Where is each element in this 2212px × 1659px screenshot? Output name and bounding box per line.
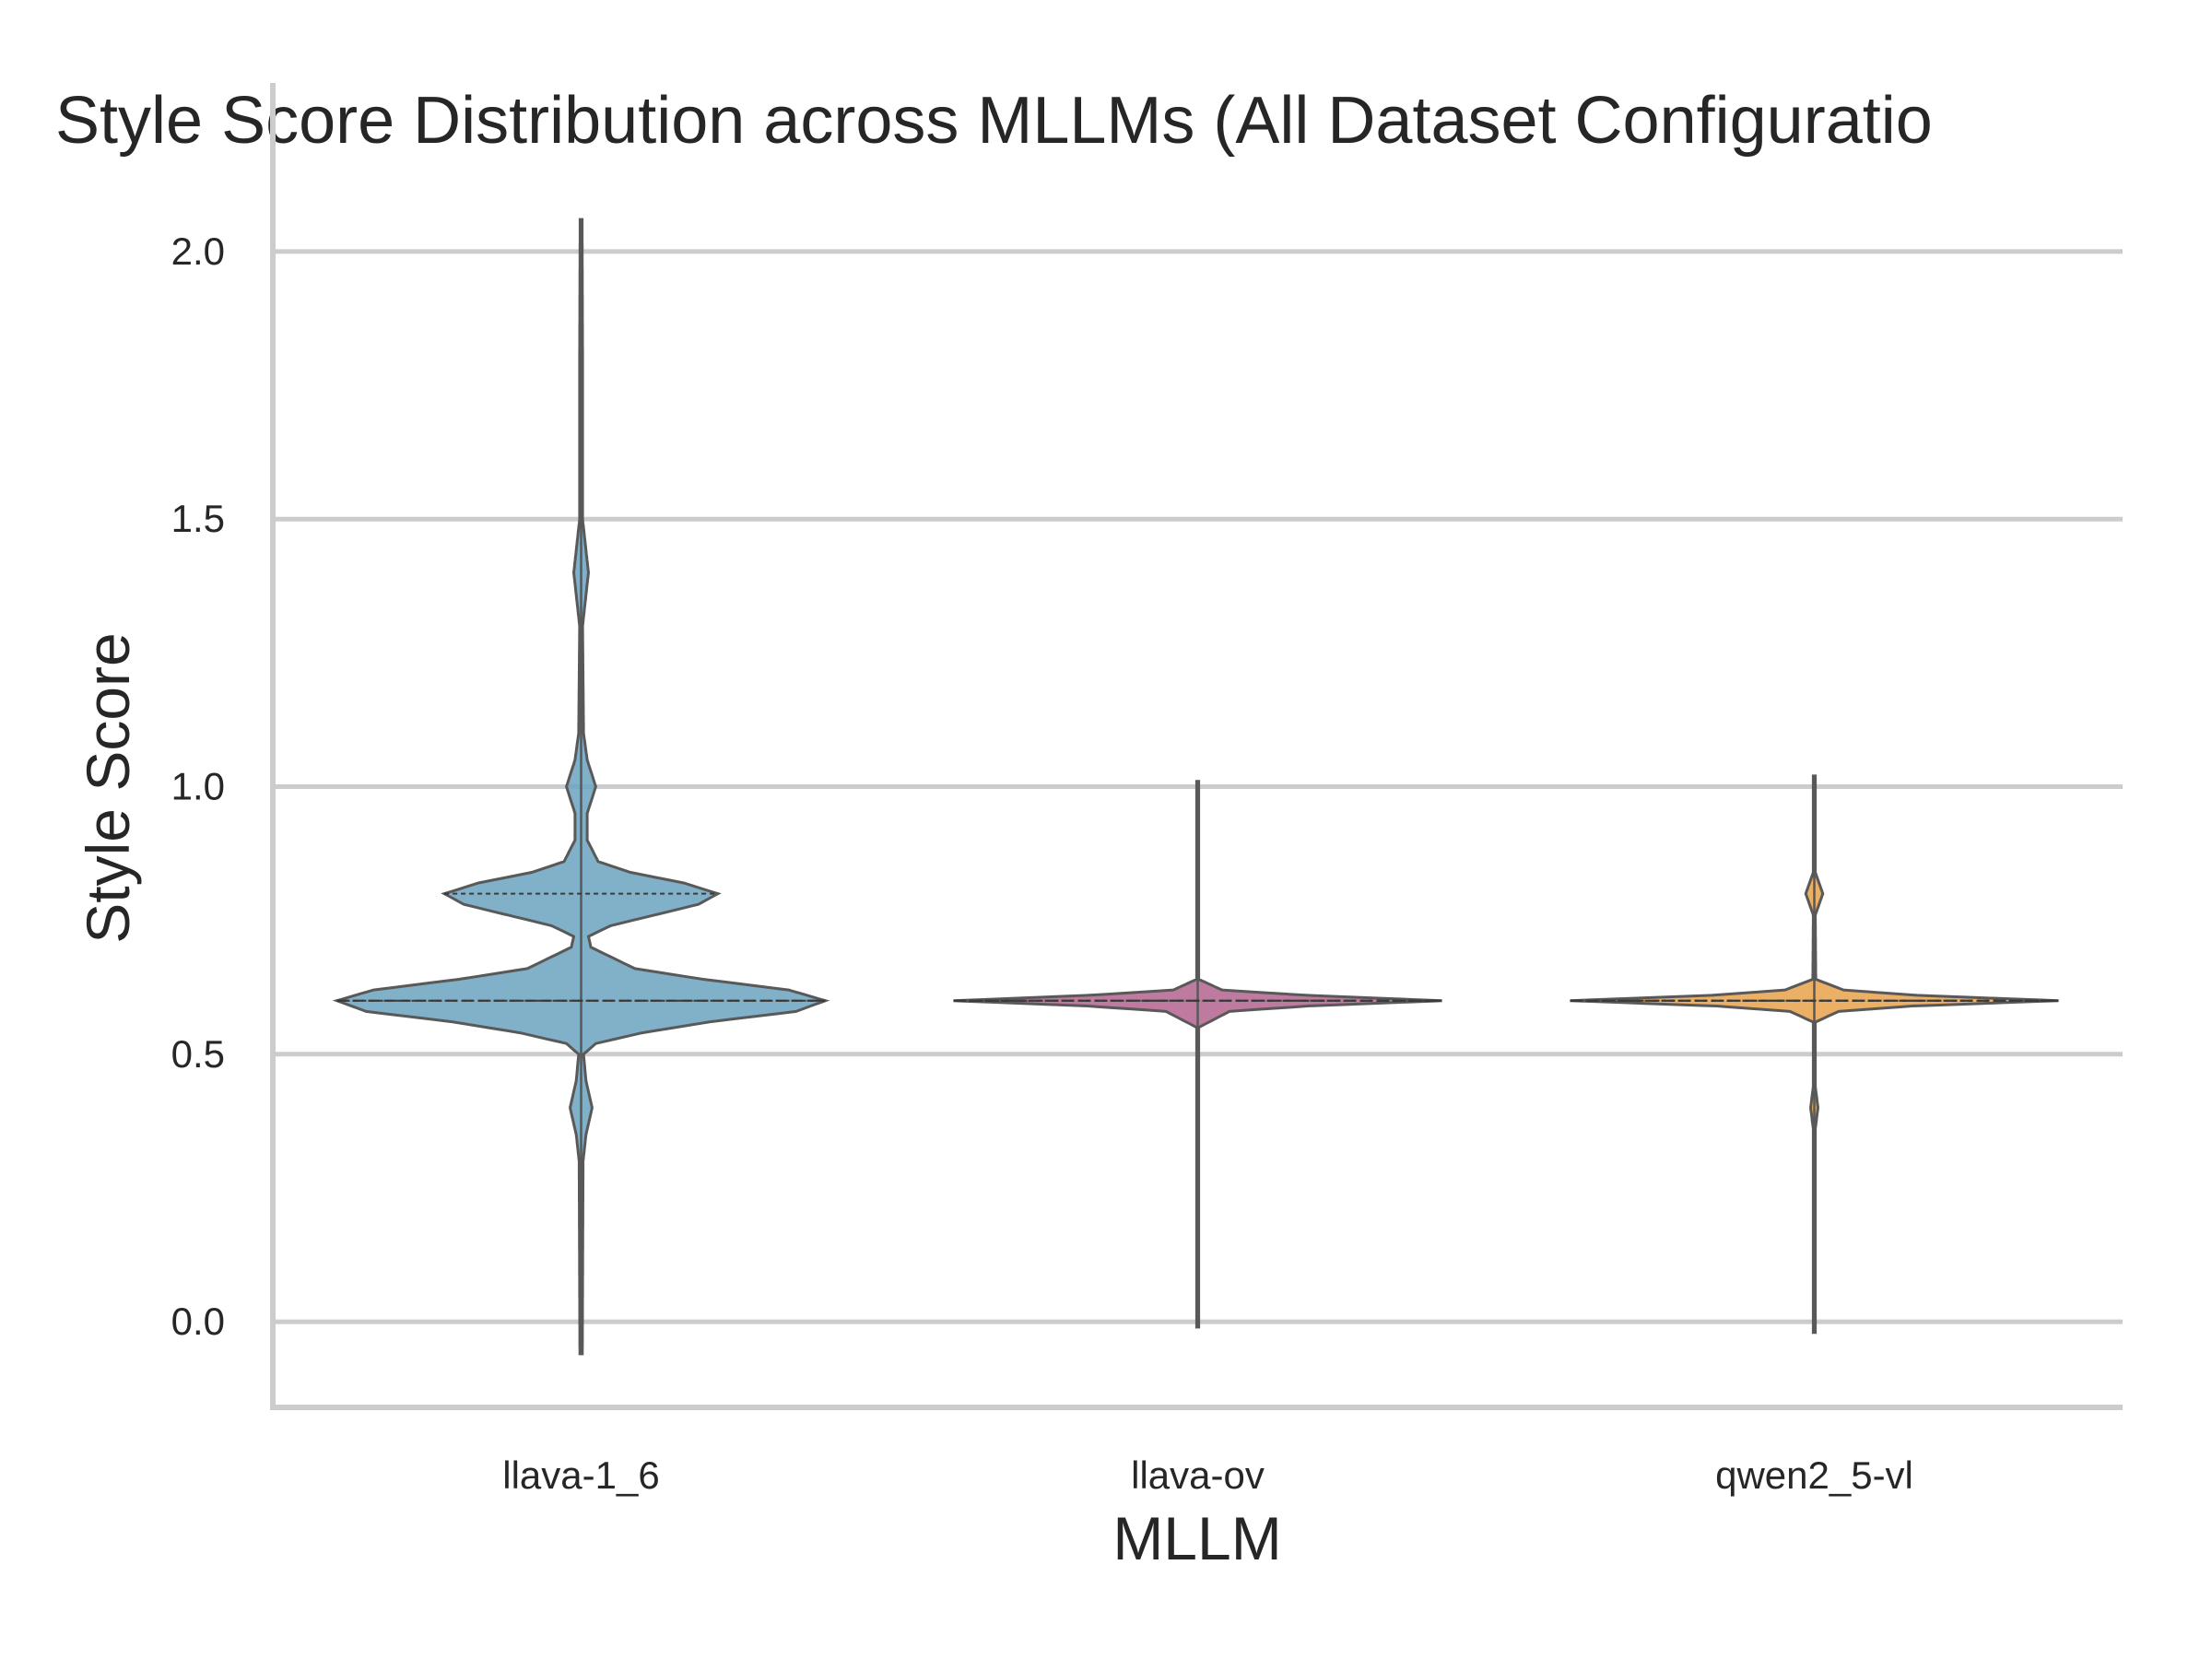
y-tick-labels: 0.0 0.5 1.0 1.5 2.0 [171, 229, 225, 1343]
x-tick-labels: llava-1_6 llava-ov qwen2_5-vl [502, 1453, 1913, 1497]
chart-title: Style Score Distribution across MLLMs (A… [55, 84, 1933, 158]
y-tick-label: 1.0 [171, 765, 225, 808]
x-tick-label: llava-1_6 [502, 1453, 659, 1497]
violin-llava-ov [953, 780, 1442, 1329]
violin-llava-1_6 [332, 218, 830, 1356]
y-tick-label: 0.0 [171, 1300, 225, 1343]
y-axis-label: Style Score [74, 632, 142, 943]
violins [332, 218, 2059, 1356]
y-tick-label: 1.5 [171, 497, 225, 540]
violin-qwen2_5-vl [1570, 774, 2059, 1335]
y-tick-label: 0.5 [171, 1032, 225, 1076]
y-tick-label: 2.0 [171, 229, 225, 273]
x-axis-label: MLLM [1112, 1504, 1281, 1572]
axes-spines [270, 83, 2123, 1410]
x-tick-label: qwen2_5-vl [1715, 1453, 1913, 1497]
x-tick-label: llava-ov [1131, 1453, 1265, 1497]
